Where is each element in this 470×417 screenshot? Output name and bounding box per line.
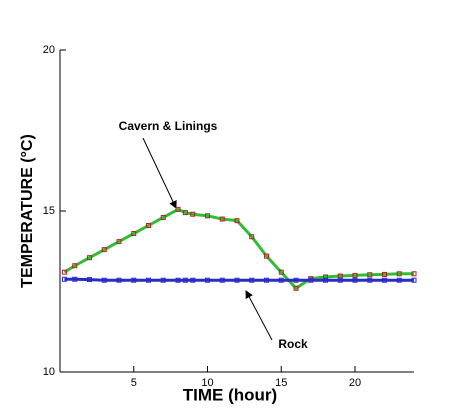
marker — [278, 277, 284, 283]
marker — [234, 218, 240, 224]
marker — [337, 277, 343, 283]
x-tick-label: 10 — [201, 377, 213, 389]
marker — [131, 231, 137, 237]
marker — [219, 277, 225, 283]
marker — [160, 214, 166, 220]
x-tick-label: 5 — [131, 377, 137, 389]
marker — [205, 213, 210, 219]
marker — [101, 277, 107, 283]
marker — [116, 239, 122, 245]
marker — [352, 272, 358, 278]
marker — [219, 216, 225, 222]
marker — [175, 206, 181, 212]
x-tick-label: 15 — [275, 377, 287, 389]
marker — [182, 210, 188, 216]
marker — [205, 277, 210, 283]
marker — [146, 222, 151, 228]
marker — [160, 277, 166, 283]
marker — [131, 277, 137, 283]
marker — [382, 271, 387, 277]
marker — [72, 263, 78, 269]
marker — [182, 277, 188, 283]
marker — [72, 276, 78, 282]
annotation-arrow — [142, 137, 177, 209]
x-tick-label: 20 — [349, 377, 361, 389]
y-tick-label: 15 — [43, 205, 55, 217]
marker — [382, 277, 387, 283]
marker — [367, 272, 373, 278]
y-axis-label: TEMPERATURE (°C) — [19, 134, 36, 288]
y-tick-label: 10 — [43, 366, 55, 378]
marker — [396, 271, 402, 277]
annotation: Rock — [278, 337, 308, 351]
marker — [396, 277, 402, 283]
marker — [190, 211, 196, 217]
marker — [116, 277, 122, 283]
marker — [87, 255, 92, 261]
marker — [278, 269, 284, 275]
annotation-arrow — [245, 290, 273, 341]
annotation: Cavern & Linings — [119, 119, 218, 133]
marker — [87, 277, 92, 283]
marker — [352, 277, 358, 283]
marker — [411, 277, 417, 283]
marker — [249, 277, 255, 283]
marker — [175, 277, 181, 283]
marker — [323, 277, 328, 283]
marker — [146, 277, 151, 283]
marker — [293, 285, 299, 291]
x-axis-label: TIME (hour) — [183, 385, 277, 404]
marker — [264, 277, 269, 283]
marker — [293, 277, 299, 283]
marker — [61, 269, 67, 275]
marker — [411, 271, 417, 277]
marker — [190, 277, 196, 283]
y-tick-label: 20 — [43, 44, 55, 56]
marker — [308, 277, 314, 283]
marker — [61, 276, 67, 282]
marker — [234, 277, 240, 283]
marker — [101, 247, 107, 253]
marker — [264, 253, 269, 259]
marker — [249, 234, 255, 240]
marker — [367, 277, 373, 283]
